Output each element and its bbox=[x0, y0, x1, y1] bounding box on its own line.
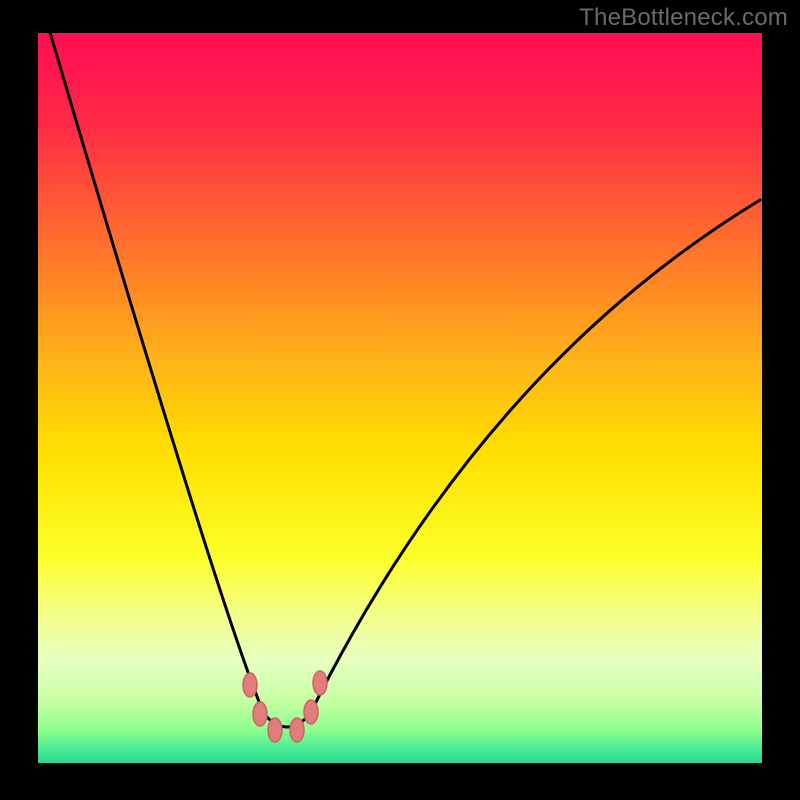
bottleneck-chart bbox=[0, 0, 800, 800]
marker-point bbox=[243, 673, 257, 697]
marker-point bbox=[253, 702, 267, 726]
marker-point bbox=[268, 718, 282, 742]
marker-point bbox=[290, 718, 304, 742]
plot-background bbox=[38, 33, 762, 763]
stage: TheBottleneck.com bbox=[0, 0, 800, 800]
watermark-text: TheBottleneck.com bbox=[579, 4, 788, 32]
marker-point bbox=[304, 700, 318, 724]
marker-point bbox=[313, 671, 327, 695]
